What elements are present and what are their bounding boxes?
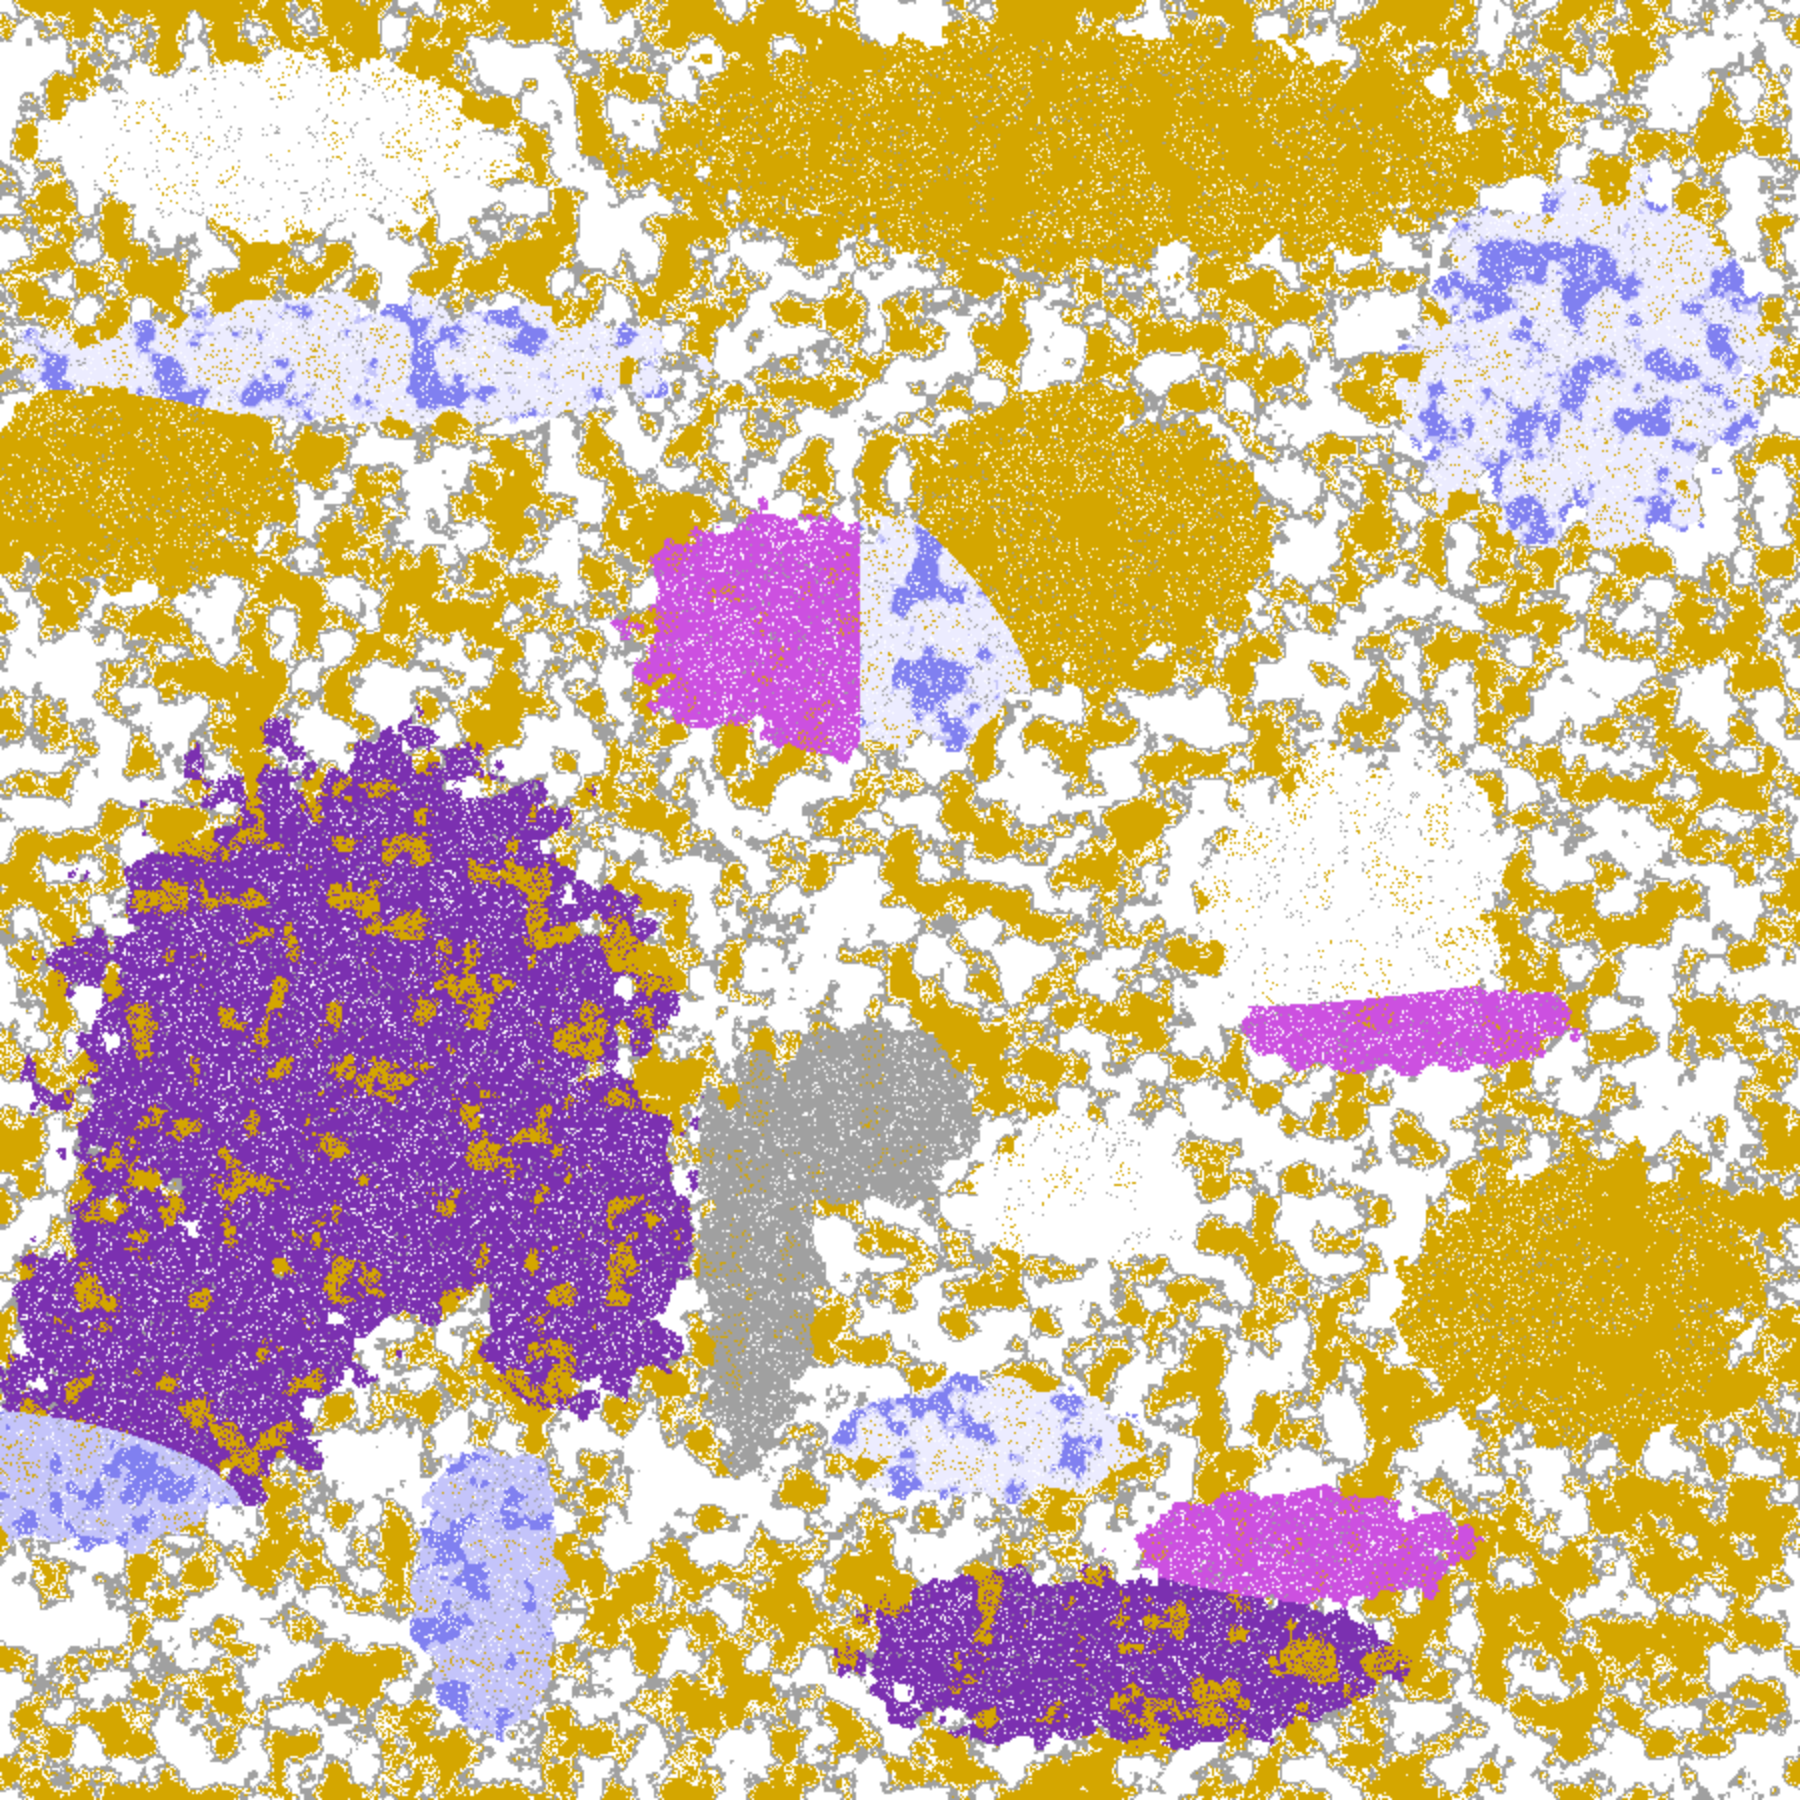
cloud-type-image: [0, 0, 1800, 1800]
satellite-cloud-classification-map: [0, 0, 1800, 1800]
